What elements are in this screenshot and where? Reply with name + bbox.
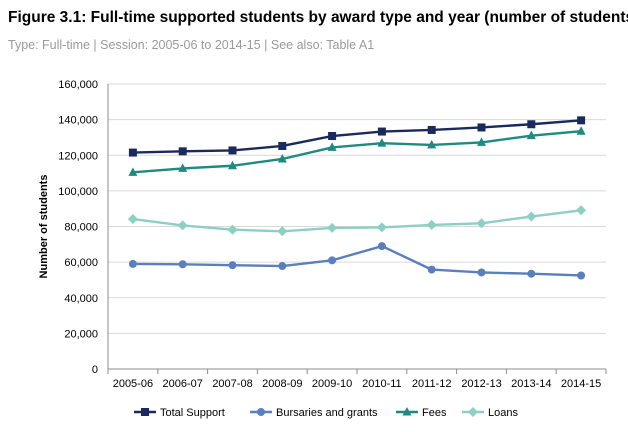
x-tick-label: 2012-13 <box>461 378 501 390</box>
series-line-bursaries-and-grants <box>132 244 582 277</box>
series-lines <box>127 116 587 280</box>
y-tick-label: 80,000 <box>64 222 98 234</box>
x-tick-label: 2008-09 <box>262 378 302 390</box>
data-point-bursaries-and-grants <box>527 269 536 278</box>
data-point-fees <box>576 126 586 135</box>
y-tick-label: 0 <box>92 364 98 376</box>
series-line-fees <box>132 130 582 174</box>
data-point-fees <box>178 163 188 172</box>
data-point-total-support <box>278 141 287 150</box>
x-tick-label: 2006-07 <box>163 378 203 390</box>
legend-label: Total Support <box>160 407 225 419</box>
x-tick-label: 2005-06 <box>113 378 153 390</box>
series-total-support <box>128 116 586 157</box>
figure-title: Figure 3.1: Full-time supported students… <box>8 9 628 26</box>
x-tick-label: 2011-12 <box>412 378 452 390</box>
data-point-fees <box>327 142 337 151</box>
data-point-bursaries-and-grants <box>228 261 237 270</box>
data-point-bursaries-and-grants <box>278 262 287 271</box>
data-point-loans <box>127 214 138 225</box>
data-point-fees <box>377 138 387 147</box>
series-bursaries-and-grants <box>128 242 586 280</box>
x-tick-label: 2009-10 <box>312 378 352 390</box>
y-tick-label: 20,000 <box>64 328 98 340</box>
data-point-fees <box>526 130 536 140</box>
x-tick-label: 2010-11 <box>362 378 402 390</box>
data-point-fees <box>228 160 237 170</box>
data-point-loans <box>327 222 338 233</box>
legend-item-total-support: Total Support <box>134 407 225 419</box>
data-point-bursaries-and-grants <box>328 256 337 265</box>
data-point-bursaries-and-grants <box>477 268 486 277</box>
data-point-loans <box>277 226 288 237</box>
legend-label: Bursaries and grants <box>276 407 378 419</box>
legend-item-fees: Fees <box>396 407 447 419</box>
data-point-total-support <box>577 116 586 125</box>
series-line-total-support <box>132 119 582 154</box>
x-tick-label: 2013-14 <box>511 378 551 390</box>
x-tick-label: 2014-15 <box>561 378 601 390</box>
y-tick-label: 160,000 <box>58 79 98 91</box>
y-axis-title: Number of students <box>38 175 50 279</box>
data-point-bursaries-and-grants <box>178 260 187 269</box>
figure-subtitle: Type: Full-time | Session: 2005-06 to 20… <box>8 38 375 52</box>
x-tick-label: 2007-08 <box>212 378 252 390</box>
data-point-total-support <box>228 146 237 155</box>
gridlines <box>108 83 606 334</box>
data-point-fees <box>128 167 138 176</box>
data-point-loans <box>526 211 537 222</box>
legend-swatch-marker <box>402 407 412 416</box>
data-point-bursaries-and-grants <box>128 259 137 268</box>
data-point-bursaries-and-grants <box>377 242 386 251</box>
data-point-fees <box>277 153 287 163</box>
data-point-total-support <box>427 125 436 134</box>
legend-item-loans: Loans <box>462 407 518 419</box>
axes: 0 20,000 40,000 60,000 80,000 100,000 120,000 1… <box>38 79 607 390</box>
legend-swatch-marker <box>468 407 478 417</box>
legend-item-bursaries-and-grants: Bursaries and grants <box>250 407 378 419</box>
data-point-loans <box>576 205 587 216</box>
data-point-total-support <box>527 120 536 129</box>
series-fees <box>128 126 586 176</box>
data-point-fees <box>427 139 437 149</box>
legend-swatch-marker <box>141 408 149 416</box>
data-point-loans <box>227 224 238 235</box>
data-point-loans <box>476 218 487 229</box>
legend: Total Support Bursaries and grants Fees Loa… <box>134 407 518 419</box>
legend-label: Loans <box>488 407 518 419</box>
data-point-total-support <box>477 123 486 132</box>
legend-swatch-marker <box>257 408 265 416</box>
y-tick-label: 140,000 <box>58 115 98 127</box>
y-tick-label: 120,000 <box>58 150 98 162</box>
data-point-total-support <box>377 127 386 136</box>
y-tick-label: 100,000 <box>58 186 98 198</box>
data-point-fees <box>477 137 486 146</box>
data-point-bursaries-and-grants <box>577 271 586 280</box>
data-point-loans <box>177 220 188 231</box>
y-tick-label: 60,000 <box>64 257 98 269</box>
data-point-total-support <box>128 148 137 157</box>
data-point-loans <box>426 219 437 230</box>
data-point-bursaries-and-grants <box>427 265 436 274</box>
data-point-loans <box>376 222 387 233</box>
y-tick-label: 40,000 <box>64 293 98 305</box>
data-point-total-support <box>328 132 337 141</box>
data-point-total-support <box>178 147 187 156</box>
series-line-loans <box>132 209 582 233</box>
series-loans <box>127 205 587 237</box>
legend-label: Fees <box>422 407 447 419</box>
